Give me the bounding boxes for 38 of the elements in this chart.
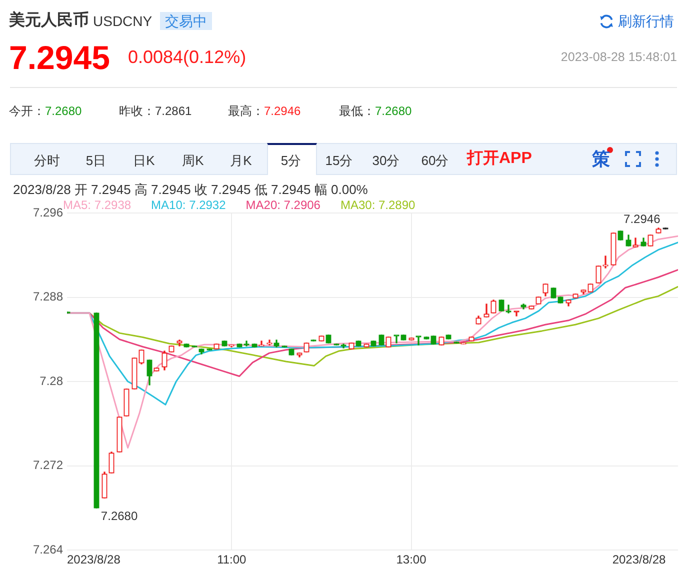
text: 打开APP xyxy=(467,150,532,167)
text: 月K xyxy=(230,153,252,168)
y-tick-label: 7.264 xyxy=(32,542,64,556)
text: 0.0084(0.12%) xyxy=(128,47,246,67)
text: 昨收：7.2861 xyxy=(119,104,192,118)
text: 分时 xyxy=(34,153,60,168)
text: 2023/8/28 开 7.2945 高 7.2945 收 7.2945 低 7.2945 幅 0.00% xyxy=(13,182,368,197)
x-tick-label: 2023/8/28 xyxy=(67,552,121,567)
text: MA10: 7.2932 xyxy=(151,198,226,212)
text: 5分 xyxy=(280,153,302,168)
text: 5日 xyxy=(86,153,106,168)
text: 15分 xyxy=(325,153,353,168)
x-tick-label: 11:00 xyxy=(217,552,247,567)
chart-title: 美元人民币 xyxy=(9,12,89,29)
text: 2023-08-28 15:48:01 xyxy=(560,50,677,64)
x-tick-label: 2023/8/28 xyxy=(612,552,666,567)
text: 周K xyxy=(182,153,204,168)
text: MA20: 7.2906 xyxy=(246,198,320,212)
text: 今开：7.2680 xyxy=(9,104,82,118)
text: 60分 xyxy=(421,153,449,168)
y-tick-label: 7.28 xyxy=(40,374,64,388)
annotation: 7.2946 xyxy=(624,212,661,226)
text: 最高：7.2946 xyxy=(228,104,301,118)
y-tick-label: 7.288 xyxy=(32,290,64,304)
text: MA5: 7.2938 xyxy=(63,198,132,212)
annotation: 7.2680 xyxy=(100,509,138,524)
y-tick-label: 7.296 xyxy=(32,205,64,220)
text: 日K xyxy=(133,153,155,168)
text: 交易中 xyxy=(160,12,212,30)
text: 刷新行情 xyxy=(618,13,674,29)
text: MA30: 7.2890 xyxy=(340,198,416,212)
text: 30分 xyxy=(372,153,400,168)
text: 最低：7.2680 xyxy=(339,104,412,118)
text: 策 xyxy=(592,149,610,169)
x-tick-label: 13:00 xyxy=(396,552,427,567)
text: USDCNY xyxy=(93,13,152,29)
text: 7.2945 xyxy=(9,39,110,76)
y-tick-label: 7.272 xyxy=(32,458,64,472)
